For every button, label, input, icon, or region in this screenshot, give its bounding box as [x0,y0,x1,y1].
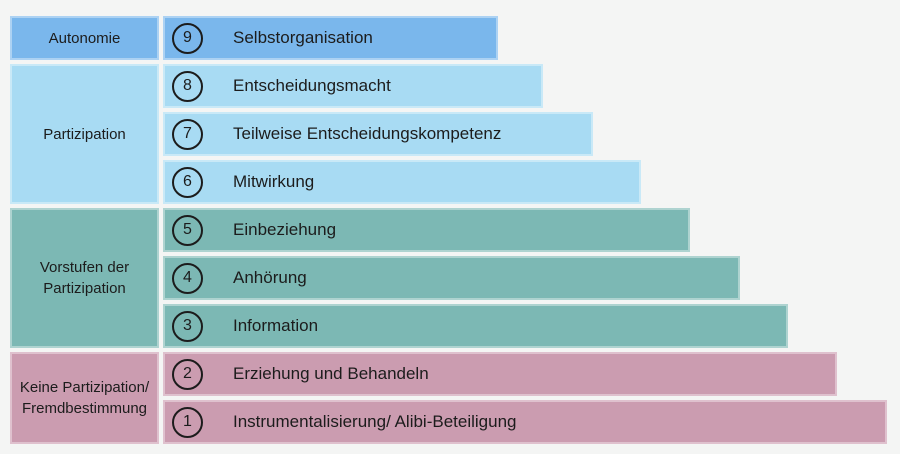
level-number-badge-1: 1 [172,406,203,438]
level-bar-8: 8 Entscheidungsmacht [163,64,543,108]
level-number-5: 5 [183,221,192,238]
level-bar-3: 3 Information [163,304,788,348]
level-number-badge-5: 5 [172,214,203,246]
level-bar-5: 5 Einbeziehung [163,208,690,252]
level-bar-2: 2 Erziehung und Behandeln [163,352,837,396]
level-bar-4: 4 Anhörung [163,256,740,300]
level-label-entscheidungsmacht: Entscheidungsmacht [233,76,391,95]
level-bar-7: 7 Teilweise Entscheidungskompetenz [163,112,593,156]
level-number-2: 2 [183,365,192,382]
category-vorstufen-der-partizipation: Vorstufen der Partizipation [10,208,159,348]
level-bar-1: 1 Instrumentalisierung/ Alibi-Beteiligun… [163,400,887,444]
category-label-autonomie: Autonomie [48,29,121,47]
level-number-6: 6 [183,173,192,190]
level-label-anhoerung: Anhörung [233,268,307,287]
level-number-badge-2: 2 [172,358,203,390]
level-number-badge-8: 8 [172,70,203,102]
level-number-4: 4 [183,269,192,286]
level-label-teilweise-entscheidungskompetenz: Teilweise Entscheidungskompetenz [233,124,502,143]
level-number-badge-4: 4 [172,262,203,294]
level-number-8: 8 [183,77,192,94]
category-autonomie: Autonomie [10,16,159,60]
category-label-vorstufen: Vorstufen der Partizipation [39,259,130,297]
level-label-mitwirkung: Mitwirkung [233,172,315,191]
level-bar-9: 9 Selbstorganisation [163,16,498,60]
category-partizipation: Partizipation [10,64,159,204]
level-number-3: 3 [183,317,192,334]
level-number-badge-7: 7 [172,118,203,150]
level-number-badge-3: 3 [172,310,203,342]
level-number-9: 9 [183,29,192,46]
level-number-1: 1 [183,413,192,430]
category-label-keine-partizipation: Keine Partizipation/ Fremdbestimmung [19,379,150,417]
level-bar-6: 6 Mitwirkung [163,160,641,204]
level-label-information: Information [233,316,319,335]
level-label-erziehung-und-behandeln: Erziehung und Behandeln [233,364,429,383]
level-label-einbeziehung: Einbeziehung [233,220,337,239]
level-number-7: 7 [183,125,192,142]
category-label-partizipation: Partizipation [43,125,126,143]
level-label-selbstorganisation: Selbstorganisation [233,28,373,47]
level-label-instrumentalisierung: Instrumentalisierung/ Alibi-Beteiligung [233,412,517,431]
level-number-badge-6: 6 [172,166,203,198]
level-number-badge-9: 9 [172,22,203,54]
category-keine-partizipation: Keine Partizipation/ Fremdbestimmung [10,352,159,444]
